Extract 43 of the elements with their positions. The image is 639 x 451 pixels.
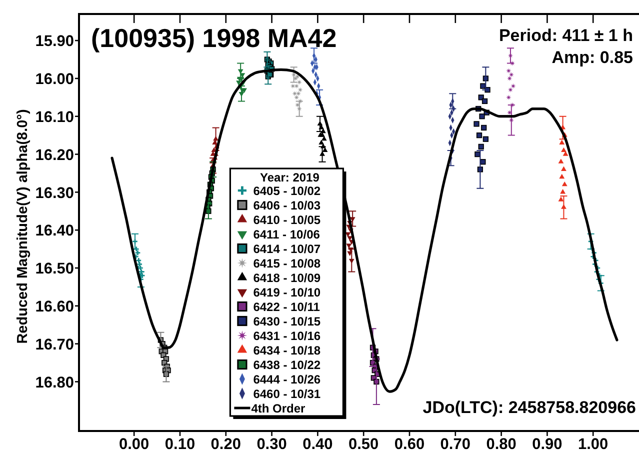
legend-label: 6405 - 10/02 (253, 184, 321, 198)
x-tick-label: 0.20 (210, 436, 241, 451)
legend-label: 6434 - 10/18 (253, 343, 321, 358)
y-tick-label: 16.00 (35, 71, 74, 88)
legend-label: 6410 - 10/05 (253, 212, 321, 227)
legend-label: 6430 - 10/15 (253, 314, 321, 328)
annotation: JDo(LTC): 2458758.820966 (422, 398, 636, 417)
y-tick-label: 16.60 (35, 298, 74, 316)
legend-label: 6422 - 10/11 (253, 300, 320, 314)
y-tick-label: 16.70 (35, 336, 74, 354)
legend-label: 6444 - 10/26 (253, 372, 321, 386)
y-tick-label: 16.40 (35, 222, 74, 240)
chart-title: (100935) 1998 MA42 (91, 23, 337, 53)
x-tick-label: 0.90 (532, 436, 562, 451)
y-tick-label: 15.90 (35, 33, 74, 50)
y-tick-label: 16.50 (35, 260, 74, 278)
legend-label: 6406 - 10/03 (253, 198, 321, 212)
legend-label: 6438 - 10/22 (253, 358, 321, 372)
y-axis-title: Reduced Magnitude(V) alpha(8.0°) (15, 109, 31, 344)
legend-label: 6460 - 10/31 (253, 386, 321, 401)
legend-label: 6411 - 10/06 (253, 227, 320, 242)
x-tick-label: 0.30 (256, 436, 287, 451)
legend-title: Year: 2019 (260, 170, 320, 184)
legend-label: 6418 - 10/09 (253, 270, 321, 285)
annotation: Amp: 0.85 (552, 48, 633, 67)
y-tick-label: 16.10 (35, 108, 74, 126)
x-tick-label: 0.50 (348, 436, 379, 451)
legend-label: 4th Order (251, 401, 306, 416)
x-tick-label: 0.40 (302, 436, 333, 451)
y-tick-label: 16.80 (35, 374, 74, 392)
x-tick-label: 0.80 (486, 436, 516, 451)
x-tick-label: 0.10 (164, 436, 196, 451)
x-tick-label: 0.70 (440, 436, 470, 451)
x-tick-label: 0.60 (394, 436, 425, 451)
annotation: Period: 411 ± 1 h (498, 26, 633, 45)
legend-label: 6431 - 10/16 (253, 328, 321, 343)
legend-label: 6415 - 10/08 (253, 256, 321, 270)
x-tick-label: 0.00 (118, 436, 150, 451)
legend-label: 6419 - 10/10 (253, 285, 321, 300)
legend-label: 6414 - 10/07 (253, 242, 321, 256)
x-tick-label: 1.00 (578, 436, 608, 451)
y-tick-label: 16.20 (35, 146, 74, 164)
y-tick-label: 16.30 (35, 184, 74, 202)
